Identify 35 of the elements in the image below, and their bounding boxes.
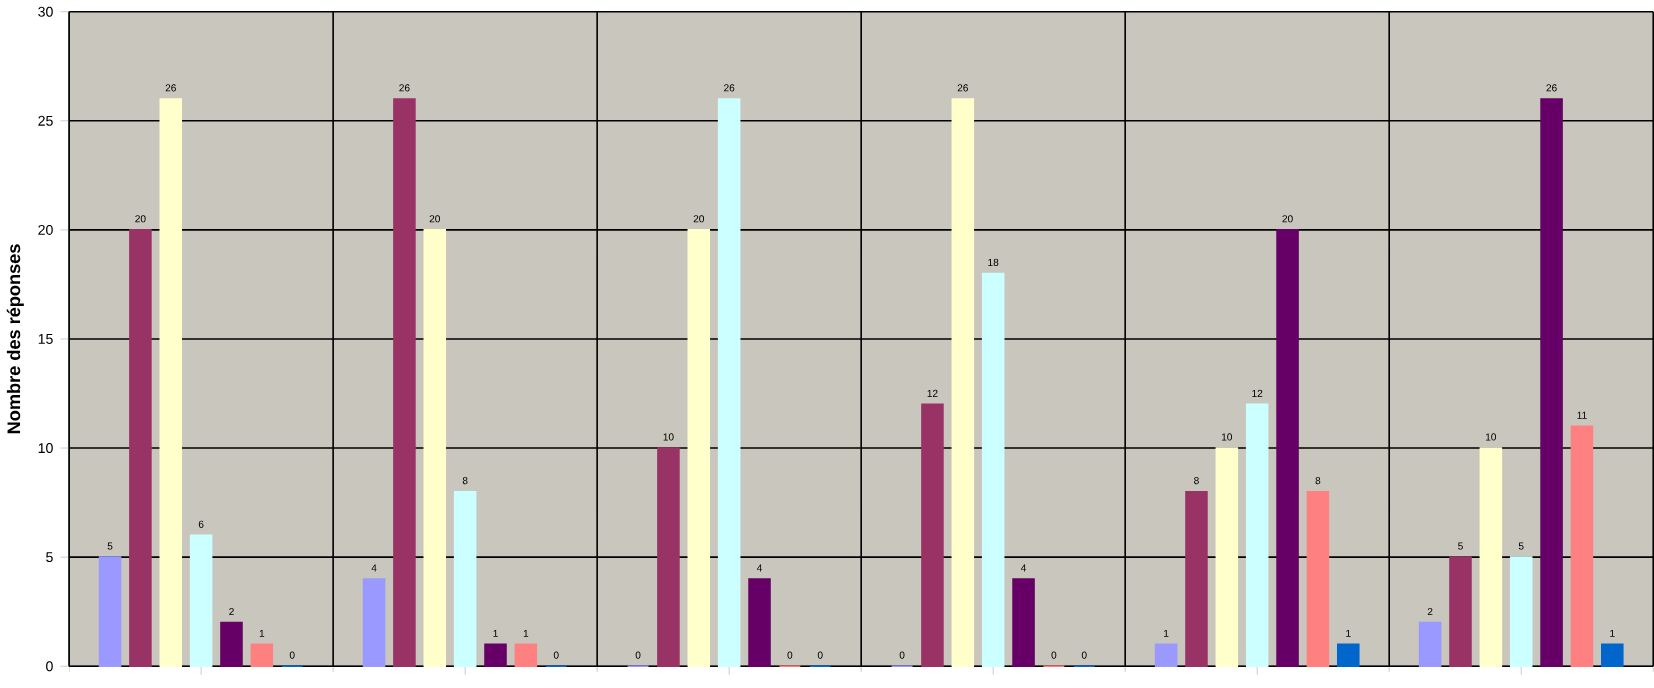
bar xyxy=(1154,643,1178,667)
bar xyxy=(1215,446,1239,667)
bar xyxy=(1306,490,1330,667)
bar xyxy=(951,97,975,667)
bar xyxy=(423,228,447,667)
bar xyxy=(514,643,538,667)
bar xyxy=(1185,490,1208,667)
bar xyxy=(748,577,771,667)
bar xyxy=(1276,228,1299,667)
bar xyxy=(717,97,741,667)
bar xyxy=(921,403,944,667)
bar xyxy=(1012,577,1035,667)
bar xyxy=(1479,446,1503,667)
bar xyxy=(453,490,477,667)
bar xyxy=(687,228,711,667)
bar xyxy=(129,228,152,667)
bar xyxy=(657,446,680,667)
bar xyxy=(1418,621,1442,667)
bar xyxy=(1509,555,1533,667)
bar xyxy=(1337,643,1360,667)
bar xyxy=(393,97,416,667)
bar xyxy=(981,272,1005,667)
bar xyxy=(484,643,507,667)
bar xyxy=(250,643,274,667)
bar xyxy=(1570,425,1594,667)
bar xyxy=(1540,97,1563,667)
bar xyxy=(189,534,213,667)
bar xyxy=(220,621,243,667)
bar xyxy=(159,97,183,667)
bar xyxy=(1245,403,1269,667)
bar xyxy=(1601,643,1624,667)
bar xyxy=(1449,555,1472,667)
bar xyxy=(362,577,386,667)
y-axis-title: Nombre des réponses xyxy=(6,244,24,433)
bar xyxy=(98,555,122,667)
